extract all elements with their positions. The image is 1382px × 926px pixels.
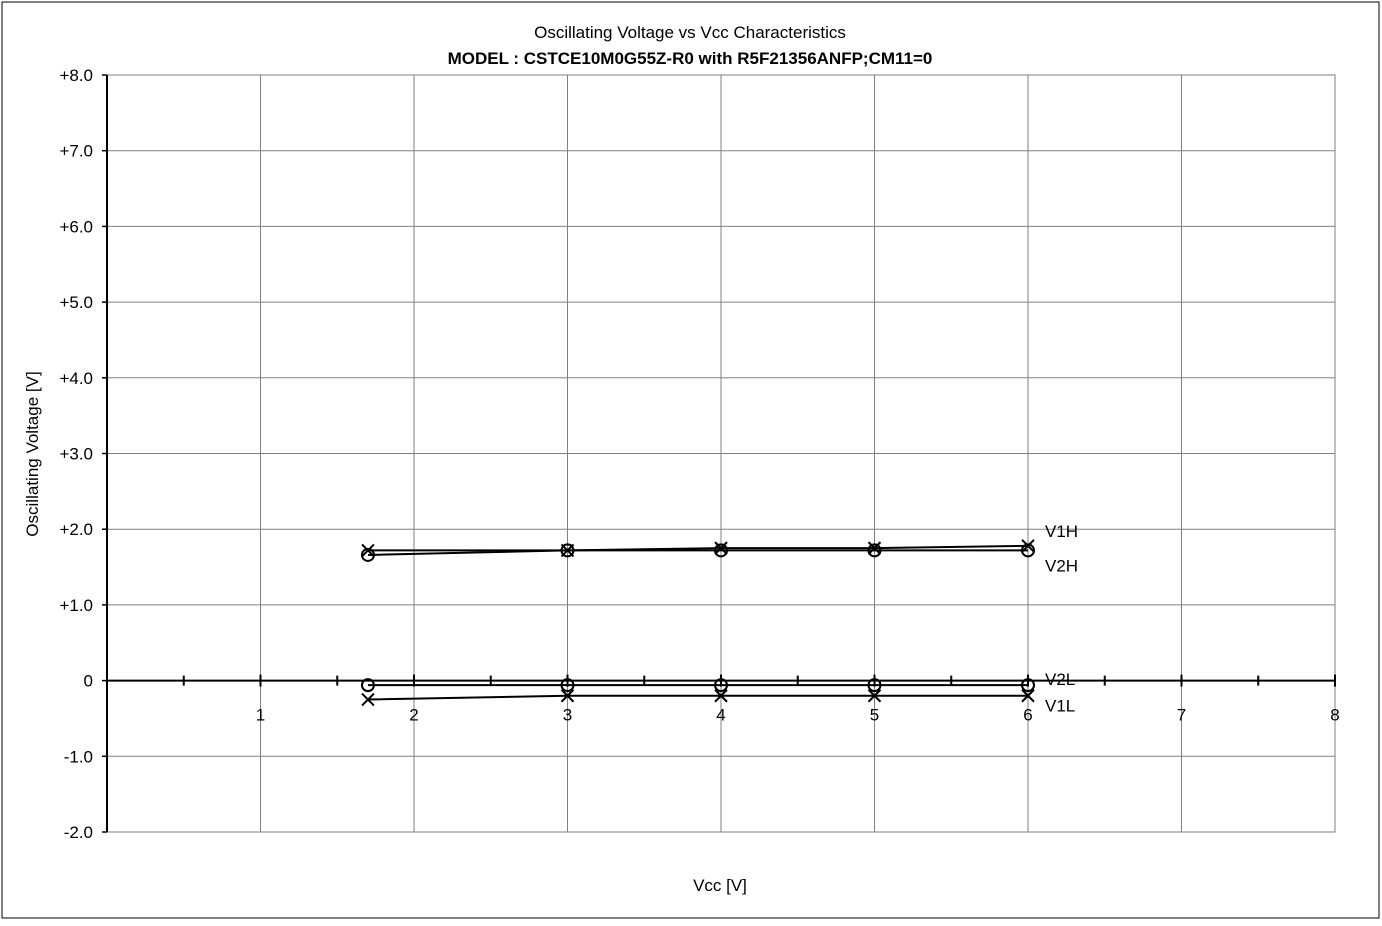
x-tick-label: 8 bbox=[1330, 706, 1339, 725]
x-marker-stroke bbox=[714, 541, 728, 555]
data-point-v2l bbox=[867, 678, 882, 693]
x-tick-label: 7 bbox=[1177, 706, 1186, 725]
y-tick-label: +5.0 bbox=[59, 293, 93, 312]
data-point-v2l bbox=[1021, 678, 1035, 693]
data-point-v2h bbox=[360, 547, 375, 562]
x-marker-stroke bbox=[714, 689, 728, 703]
x-tick-label: 1 bbox=[256, 706, 265, 725]
x-marker-stroke bbox=[867, 689, 882, 703]
data-point-v1h bbox=[714, 541, 728, 555]
x-marker-stroke bbox=[361, 692, 375, 707]
y-tick-label: +3.0 bbox=[59, 445, 93, 464]
series-line-v2h bbox=[367, 549, 1028, 556]
data-point-v1l bbox=[560, 689, 575, 703]
data-point-v2l bbox=[360, 678, 375, 693]
data-point-v2l bbox=[714, 678, 728, 693]
x-tick-label: 6 bbox=[1023, 706, 1032, 725]
series-label-v2l: V2L bbox=[1045, 670, 1075, 689]
y-tick-label: +2.0 bbox=[59, 520, 93, 539]
data-point-v2h bbox=[560, 543, 575, 558]
y-tick-label: +1.0 bbox=[59, 596, 93, 615]
data-point-v2h bbox=[714, 543, 728, 558]
series-label-v1h: V1H bbox=[1045, 522, 1078, 541]
x-marker-stroke bbox=[1021, 689, 1035, 703]
y-tick-label: -2.0 bbox=[64, 823, 93, 842]
plot-area: +8.0 +7.0 +6.0 +5.0 +4.0 +3.0 +2.0 +1.0 0 -1.0 -2.… bbox=[59, 66, 1339, 842]
x-tick-label: 5 bbox=[870, 706, 879, 725]
y-tick-label: +6.0 bbox=[59, 217, 93, 236]
x-tick-label: 3 bbox=[563, 706, 572, 725]
y-tick-label: +7.0 bbox=[59, 142, 93, 161]
data-point-v1l bbox=[714, 689, 728, 703]
chart-title: Oscillating Voltage vs Vcc Characteristi… bbox=[534, 23, 846, 42]
y-tick-label: 0 bbox=[84, 672, 93, 691]
x-marker-stroke bbox=[867, 541, 882, 555]
x-marker-stroke bbox=[361, 543, 375, 558]
y-axis-label: Oscillating Voltage [V] bbox=[23, 371, 42, 536]
data-point-v2l bbox=[560, 678, 575, 693]
data-point-v1h bbox=[867, 541, 882, 555]
series-label-v2h: V2H bbox=[1045, 556, 1078, 575]
y-tick-label: +4.0 bbox=[59, 369, 93, 388]
data-point-v1l bbox=[867, 689, 882, 703]
x-tick-label: 4 bbox=[716, 706, 725, 725]
x-tick-label: 2 bbox=[409, 706, 418, 725]
data-point-v1l bbox=[361, 692, 375, 707]
chart-subtitle: MODEL : CSTCE10M0G55Z-R0 with R5F21356AN… bbox=[448, 49, 933, 68]
data-point-v2h bbox=[1021, 543, 1035, 558]
x-marker-stroke bbox=[560, 689, 575, 703]
data-point-v1l bbox=[1021, 689, 1035, 703]
series-label-v1l: V1L bbox=[1045, 697, 1075, 716]
x-axis-label: Vcc [V] bbox=[693, 876, 747, 895]
y-tick-label: +8.0 bbox=[59, 66, 93, 85]
data-point-v2h bbox=[867, 543, 882, 558]
y-tick-label: -1.0 bbox=[64, 747, 93, 766]
